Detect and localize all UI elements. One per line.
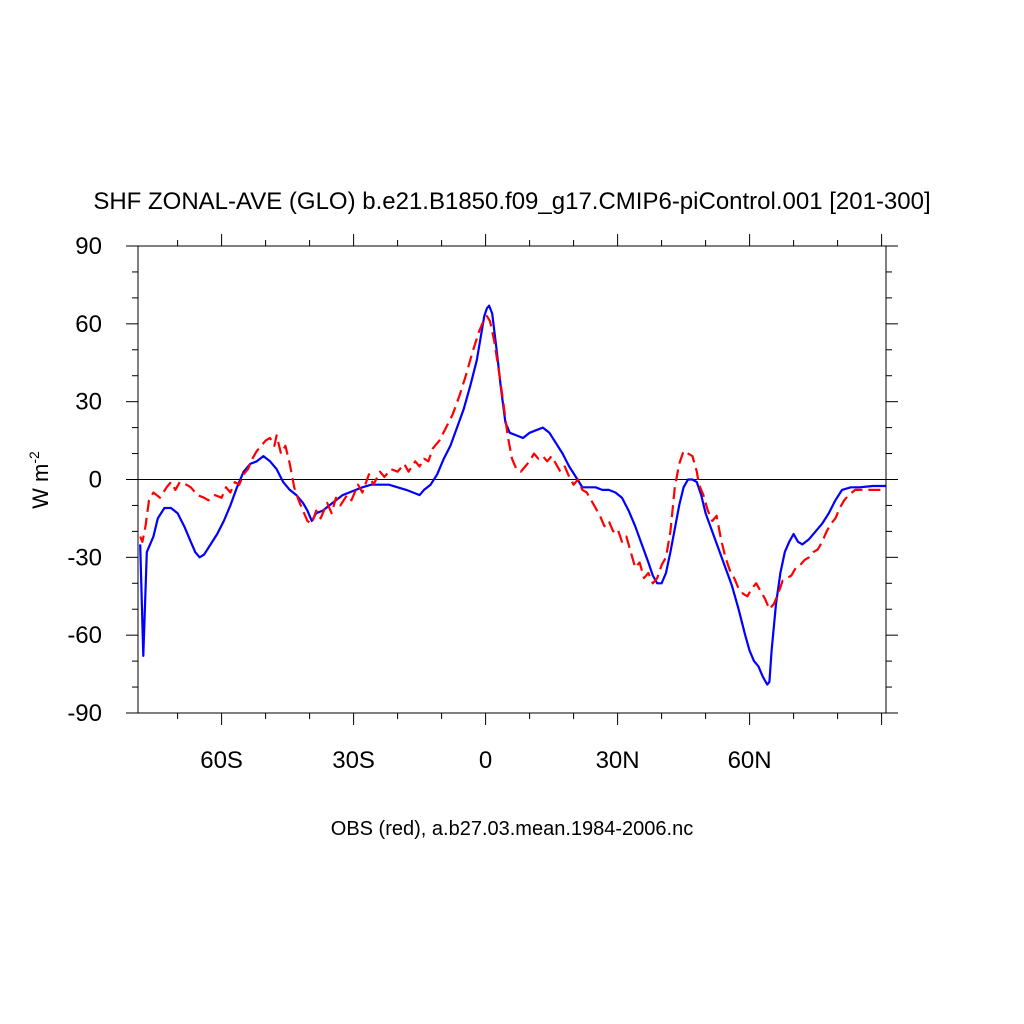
series-line-model	[139, 304, 886, 686]
y-axis-label-exponent: -2	[26, 451, 42, 464]
x-tick-label: 60S	[200, 747, 243, 774]
chart-title: SHF ZONAL-AVE (GLO) b.e21.B1850.f09_g17.…	[93, 188, 930, 215]
plot-area	[137, 245, 887, 714]
y-tick-label: -90	[67, 700, 102, 727]
y-tick-label: 0	[89, 467, 102, 494]
y-tick-label: -30	[67, 544, 102, 571]
x-tick-label: 0	[479, 747, 492, 774]
x-tick-label: 30S	[332, 747, 375, 774]
x-tick-label: 30N	[596, 747, 640, 774]
x-tick-label: 60N	[728, 747, 772, 774]
y-tick-label: 60	[75, 311, 102, 338]
y-tick-label: -60	[67, 622, 102, 649]
y-tick-label: 30	[75, 389, 102, 416]
x-axis: 60S 30S 0 30N 60N	[177, 234, 883, 774]
y-tick-label: 90	[75, 233, 102, 260]
y-axis-label: W m-2	[26, 451, 53, 509]
chart-caption: OBS (red), a.b27.03.mean.1984-2006.nc	[331, 818, 693, 840]
series-line-obs	[139, 315, 886, 611]
y-axis: 90 60 30 0 -30 -60 -90	[67, 233, 898, 727]
